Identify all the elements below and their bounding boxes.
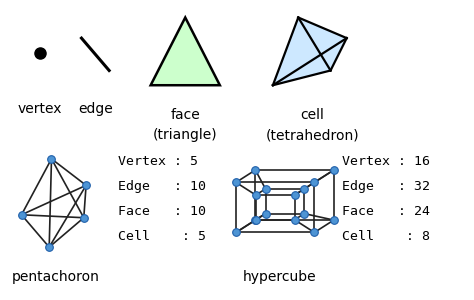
- Text: (tetrahedron): (tetrahedron): [265, 128, 359, 142]
- Polygon shape: [273, 17, 330, 85]
- Text: Vertex : 5: Vertex : 5: [118, 155, 199, 168]
- Text: face: face: [170, 108, 200, 122]
- Text: cell: cell: [300, 108, 324, 122]
- Text: Cell    : 5: Cell : 5: [118, 230, 206, 243]
- Text: hypercube: hypercube: [243, 270, 317, 283]
- Text: Cell    : 8: Cell : 8: [342, 230, 430, 243]
- Text: vertex: vertex: [18, 102, 62, 116]
- Text: Face   : 24: Face : 24: [342, 205, 430, 218]
- Text: Edge   : 32: Edge : 32: [342, 180, 430, 193]
- Text: Face   : 10: Face : 10: [118, 205, 206, 218]
- Text: (triangle): (triangle): [153, 128, 218, 142]
- Text: pentachoron: pentachoron: [12, 270, 100, 283]
- Text: Vertex : 16: Vertex : 16: [342, 155, 430, 168]
- Text: Edge   : 10: Edge : 10: [118, 180, 206, 193]
- Polygon shape: [273, 17, 346, 85]
- Polygon shape: [273, 38, 346, 85]
- Polygon shape: [151, 17, 220, 85]
- Text: edge: edge: [78, 102, 113, 116]
- Polygon shape: [298, 17, 346, 70]
